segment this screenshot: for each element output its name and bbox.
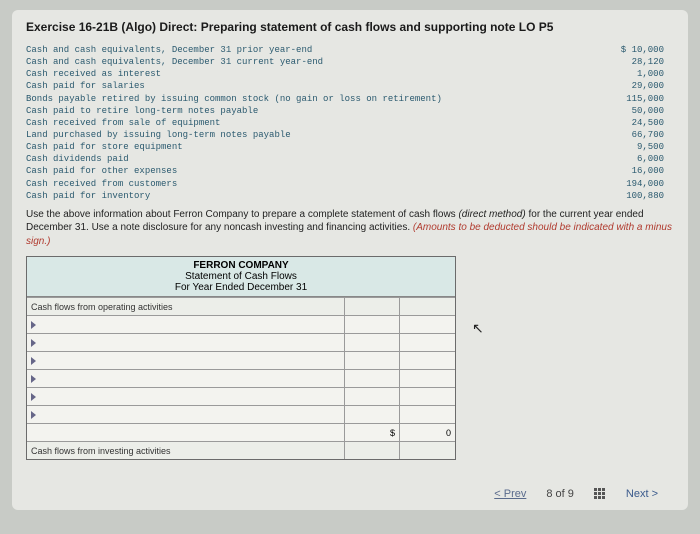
next-button[interactable]: Next > bbox=[626, 488, 658, 500]
cell[interactable] bbox=[400, 298, 455, 315]
data-value: 9,500 bbox=[584, 141, 664, 153]
zero-cell: 0 bbox=[400, 424, 455, 441]
data-values: $ 10,000 28,120 1,000 29,000 115,000 50,… bbox=[584, 44, 674, 202]
amount-cell[interactable] bbox=[400, 370, 455, 387]
input-row[interactable] bbox=[27, 405, 455, 423]
data-label: Cash and cash equivalents, December 31 p… bbox=[26, 44, 584, 56]
amount-cell[interactable] bbox=[345, 388, 400, 405]
data-label: Cash dividends paid bbox=[26, 153, 584, 165]
data-label: Cash and cash equivalents, December 31 c… bbox=[26, 56, 584, 68]
amount-cell[interactable] bbox=[400, 316, 455, 333]
answer-worksheet: FERRON COMPANY Statement of Cash Flows F… bbox=[26, 256, 456, 460]
section-investing: Cash flows from investing activities bbox=[27, 441, 455, 459]
section-operating: Cash flows from operating activities bbox=[27, 297, 455, 315]
data-label: Cash paid for other expenses bbox=[26, 165, 584, 177]
amount-cell[interactable] bbox=[400, 352, 455, 369]
data-value: 24,500 bbox=[584, 117, 664, 129]
data-value: 28,120 bbox=[584, 56, 664, 68]
section-label: Cash flows from investing activities bbox=[27, 442, 345, 459]
data-label: Cash paid to retire long-term notes paya… bbox=[26, 105, 584, 117]
dropdown-icon[interactable] bbox=[31, 321, 36, 329]
data-label: Cash paid for store equipment bbox=[26, 141, 584, 153]
cell[interactable] bbox=[400, 442, 455, 459]
company-name: FERRON COMPANY bbox=[27, 260, 455, 271]
section-label: Cash flows from operating activities bbox=[27, 298, 345, 315]
data-value: $ 10,000 bbox=[584, 44, 664, 56]
dropdown-icon[interactable] bbox=[31, 393, 36, 401]
prev-button[interactable]: < Prev bbox=[494, 488, 526, 500]
dollar-cell: $ bbox=[345, 424, 400, 441]
data-label: Bonds payable retired by issuing common … bbox=[26, 93, 584, 105]
data-value: 194,000 bbox=[584, 178, 664, 190]
pagination-nav: < Prev 8 of 9 Next > bbox=[494, 488, 658, 500]
data-value: 6,000 bbox=[584, 153, 664, 165]
dropdown-icon[interactable] bbox=[31, 357, 36, 365]
amount-cell[interactable] bbox=[345, 334, 400, 351]
data-labels: Cash and cash equivalents, December 31 p… bbox=[26, 44, 584, 202]
mouse-cursor-icon: ↖ bbox=[472, 320, 484, 337]
amount-cell[interactable] bbox=[345, 352, 400, 369]
page-indicator: 8 of 9 bbox=[546, 488, 574, 500]
input-row[interactable] bbox=[27, 315, 455, 333]
data-label: Cash paid for salaries bbox=[26, 80, 584, 92]
amount-cell[interactable] bbox=[400, 406, 455, 423]
given-data-block: Cash and cash equivalents, December 31 p… bbox=[26, 44, 674, 202]
data-label: Cash paid for inventory bbox=[26, 190, 584, 202]
input-row[interactable] bbox=[27, 333, 455, 351]
data-value: 29,000 bbox=[584, 80, 664, 92]
data-label: Cash received as interest bbox=[26, 68, 584, 80]
data-value: 115,000 bbox=[584, 93, 664, 105]
data-label: Cash received from customers bbox=[26, 178, 584, 190]
cell[interactable] bbox=[345, 442, 400, 459]
amount-cell[interactable] bbox=[345, 406, 400, 423]
data-label: Land purchased by issuing long-term note… bbox=[26, 129, 584, 141]
data-value: 50,000 bbox=[584, 105, 664, 117]
amount-cell[interactable] bbox=[345, 370, 400, 387]
dropdown-icon[interactable] bbox=[31, 339, 36, 347]
amount-cell[interactable] bbox=[400, 334, 455, 351]
instruction-text: Use the above information about Ferron C… bbox=[26, 208, 674, 249]
amount-cell[interactable] bbox=[400, 388, 455, 405]
amount-cell[interactable] bbox=[345, 316, 400, 333]
statement-name: Statement of Cash Flows bbox=[27, 271, 455, 282]
data-value: 1,000 bbox=[584, 68, 664, 80]
worksheet-header: FERRON COMPANY Statement of Cash Flows F… bbox=[27, 257, 455, 297]
subtotal-row[interactable]: $ 0 bbox=[27, 423, 455, 441]
data-label: Cash received from sale of equipment bbox=[26, 117, 584, 129]
input-row[interactable] bbox=[27, 387, 455, 405]
dropdown-icon[interactable] bbox=[31, 411, 36, 419]
input-row[interactable] bbox=[27, 369, 455, 387]
exercise-title: Exercise 16-21B (Algo) Direct: Preparing… bbox=[26, 20, 674, 34]
grid-icon[interactable] bbox=[594, 488, 606, 500]
cell[interactable] bbox=[345, 298, 400, 315]
period-line: For Year Ended December 31 bbox=[27, 282, 455, 293]
dropdown-icon[interactable] bbox=[31, 375, 36, 383]
data-value: 100,880 bbox=[584, 190, 664, 202]
data-value: 66,700 bbox=[584, 129, 664, 141]
data-value: 16,000 bbox=[584, 165, 664, 177]
input-row[interactable] bbox=[27, 351, 455, 369]
